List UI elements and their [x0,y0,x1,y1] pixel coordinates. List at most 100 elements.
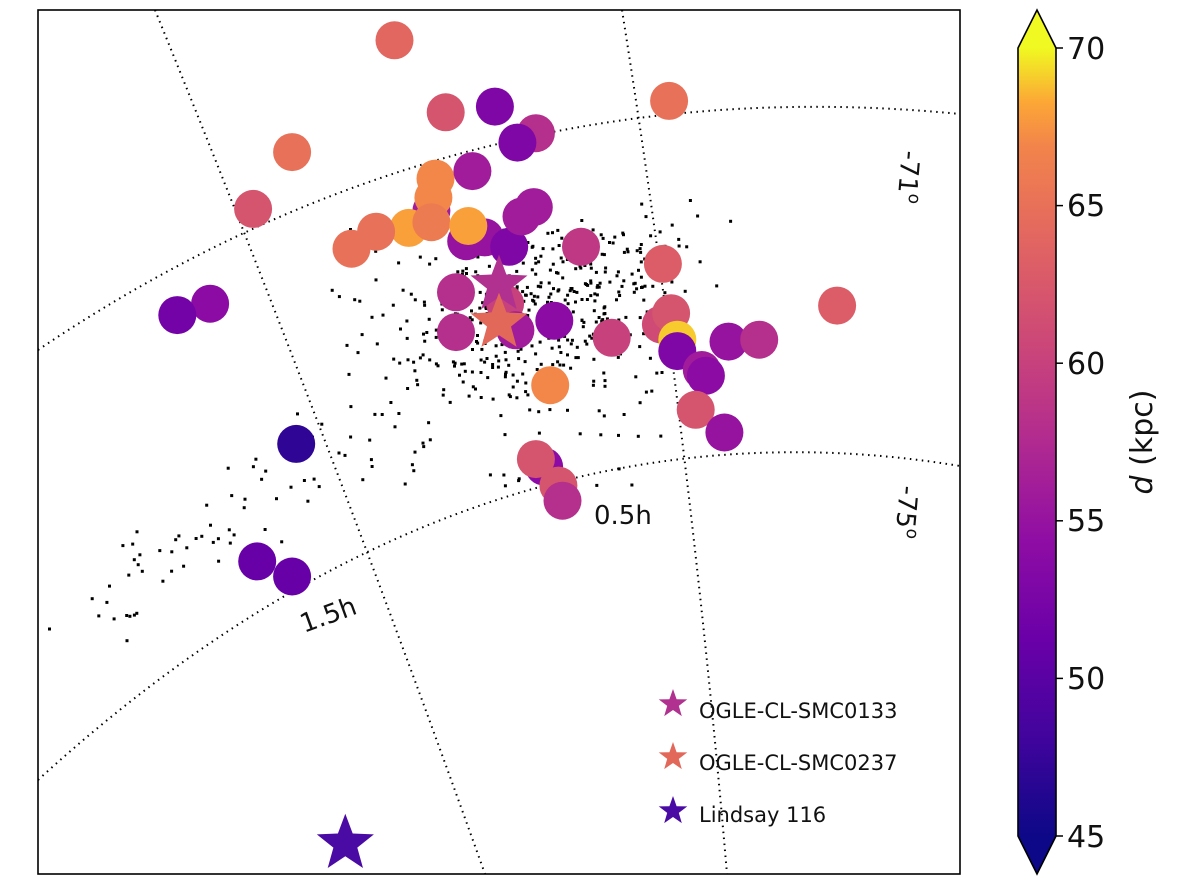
stellar-dot [370,315,374,319]
stellar-dot [578,264,582,268]
stellar-dot [650,389,654,393]
stellar-dot [594,320,598,324]
stellar-dot [515,285,519,289]
stellar-dot [170,569,174,573]
stellar-dot [575,290,579,294]
stellar-dot [556,228,560,232]
stellar-dot [479,358,483,362]
stellar-dot [558,363,562,367]
stellar-dot [479,321,483,325]
stellar-dot [572,290,576,293]
stellar-dot [551,231,554,235]
stellar-dot [617,467,621,471]
stellar-dot [413,369,417,373]
stellar-dot [546,300,549,304]
stellar-dot [373,412,377,416]
stellar-dot [527,308,531,312]
stellar-dot [526,314,530,317]
cluster-point [277,424,316,463]
stellar-dot [547,281,551,285]
stellar-dot [638,401,642,405]
stellar-dot [427,317,431,321]
stellar-dot [177,534,181,538]
stellar-dot [530,245,534,249]
cluster-point [437,313,475,352]
stellar-dot [601,236,605,240]
stellar-dot [458,373,461,377]
stellar-dot [136,563,140,567]
stellar-dot [434,362,438,366]
cluster-point [234,189,273,228]
colorbar-tick-45: 45 [1067,820,1105,855]
colorbar-ticks: 70 65 60 55 50 45 [1056,32,1105,855]
stellar-dot [503,433,507,437]
stellar-dot [551,262,555,266]
stellar-dot [566,302,570,306]
stellar-dot [217,559,221,563]
stellar-dot [337,295,341,299]
stellar-dot [621,231,625,235]
stellar-dot [649,234,653,238]
colorbar-tick-50: 50 [1067,662,1105,697]
stellar-dot [486,376,490,380]
plot-area [38,10,960,874]
stellar-dot [380,413,384,416]
stellar-dot [670,280,674,284]
stellar-dot [375,342,379,346]
stellar-dot [491,363,495,366]
stellar-dot [589,281,593,285]
stellar-dot [524,381,528,385]
stellar-dot [594,270,598,274]
stellar-dot [556,360,560,364]
stellar-dot [345,343,349,347]
stellar-dot [485,357,489,360]
legend: OGLE-CL-SMC0133 OGLE-CL-SMC0237 Lindsay … [658,689,897,827]
cluster-point [676,390,715,429]
stellar-dot [349,228,352,231]
legend-label-ogle-cl-smc0237: OGLE-CL-SMC0237 [699,751,897,775]
stellar-dot [517,477,521,481]
stellar-dot [415,378,419,382]
stellar-dot [608,241,611,244]
stellar-dot [503,484,507,488]
stellar-dot [263,528,267,531]
stellar-dot [358,299,362,303]
stellar-dot [566,408,569,412]
stellar-dot [397,261,401,265]
stellar-dot [397,412,401,415]
stellar-dot [578,432,582,436]
stellar-dot [211,540,215,544]
stellar-dot [403,482,407,486]
stellar-dot [574,267,578,271]
stellar-dot [529,292,533,296]
stellar-dot [442,388,446,392]
stellar-dot [471,348,474,351]
stellar-dot [537,410,541,414]
stellar-dot [600,252,604,256]
stellar-dot [592,379,596,383]
stellar-dot [368,438,372,442]
cluster-point [740,320,779,359]
stellar-dot [487,264,491,268]
stellar-dot [405,319,409,323]
stellar-dot [497,359,501,363]
stellar-dot [463,369,467,373]
stellar-dot [496,365,500,369]
stellar-dot [436,364,440,368]
stellar-dot [537,431,541,435]
cluster-point [412,203,451,242]
stellar-dot [539,362,543,366]
stellar-dot [546,231,550,235]
cluster-point [437,273,475,312]
stellar-dot [605,317,609,321]
dec-gridline-75 [38,451,960,781]
stellar-dot [670,223,674,227]
stellar-dot [541,247,545,251]
stellar-dot [593,292,597,296]
stellar-dot [580,219,584,222]
stellar-dot [539,281,543,285]
stellar-dot [125,614,129,617]
stellar-dot [97,614,101,618]
stellar-dot [562,363,566,367]
stellar-dot [574,300,577,304]
